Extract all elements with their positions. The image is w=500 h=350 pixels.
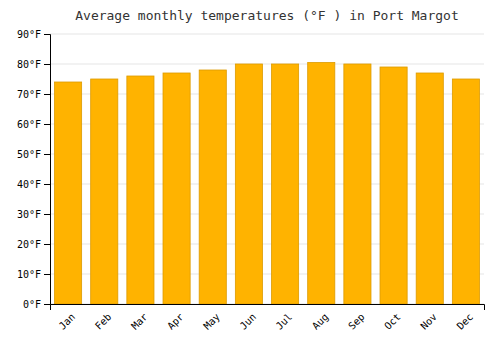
tick-mark bbox=[44, 154, 50, 155]
grid bbox=[50, 34, 484, 304]
tick: 30°F bbox=[17, 209, 50, 220]
tick: 60°F bbox=[17, 119, 50, 130]
tick-label: May bbox=[201, 311, 222, 332]
tick-label: Dec bbox=[455, 311, 476, 332]
tick: Jul bbox=[274, 311, 295, 332]
tick: Feb bbox=[93, 311, 114, 332]
tick: 10°F bbox=[17, 269, 50, 280]
tick-label: 40°F bbox=[17, 179, 41, 190]
tick-label: Nov bbox=[418, 311, 439, 332]
tick-label: 30°F bbox=[17, 209, 41, 220]
tick-mark bbox=[44, 304, 50, 305]
tick: 20°F bbox=[17, 239, 50, 250]
tick-label: 50°F bbox=[17, 149, 41, 160]
tick-mark bbox=[44, 124, 50, 125]
tick-label: Feb bbox=[93, 311, 114, 332]
bar bbox=[272, 64, 299, 304]
tick: Mar bbox=[129, 311, 150, 332]
bar bbox=[55, 82, 82, 304]
title: Average monthly temperatures (°F ) in Po… bbox=[75, 8, 459, 23]
tick: Sep bbox=[346, 311, 367, 332]
tick-label: 70°F bbox=[17, 89, 41, 100]
tick-label: 10°F bbox=[17, 269, 41, 280]
tick-label: 60°F bbox=[17, 119, 41, 130]
plot: 0°F 10°F 20°F 30°F 40°F 50°F 60°F 70°F 80°F 90°F J… bbox=[17, 29, 485, 332]
tick-mark bbox=[44, 34, 50, 35]
tick-label: Mar bbox=[129, 311, 150, 332]
tick: 70°F bbox=[17, 89, 50, 100]
tick-label: Jun bbox=[238, 311, 259, 332]
tick-mark bbox=[44, 184, 50, 185]
tick: 80°F bbox=[17, 59, 50, 70]
tick-label: Sep bbox=[346, 311, 367, 332]
axis-line bbox=[51, 305, 485, 311]
tick: 50°F bbox=[17, 149, 50, 160]
tick-mark bbox=[44, 214, 50, 215]
tick: 90°F bbox=[17, 29, 50, 40]
bar bbox=[91, 79, 118, 304]
grid-line bbox=[50, 64, 484, 65]
tick-label: Jan bbox=[57, 311, 78, 332]
tick-mark bbox=[44, 244, 50, 245]
tick: May bbox=[201, 311, 222, 332]
bar bbox=[308, 63, 335, 305]
bar bbox=[199, 70, 226, 304]
tick-mark bbox=[44, 94, 50, 95]
bar bbox=[235, 64, 262, 304]
tick: 0°F bbox=[23, 299, 50, 310]
tick: Jan bbox=[57, 311, 78, 332]
tick-label: Apr bbox=[165, 311, 186, 332]
tick-label: 90°F bbox=[17, 29, 41, 40]
bar bbox=[127, 76, 154, 304]
axis-line bbox=[44, 35, 51, 305]
tick: Nov bbox=[418, 311, 439, 332]
tick: Dec bbox=[455, 311, 476, 332]
chart: Average monthly temperatures (°F ) in Po… bbox=[0, 0, 500, 350]
grid-line bbox=[50, 34, 484, 35]
tick: Apr bbox=[165, 311, 186, 332]
tick-label: 80°F bbox=[17, 59, 41, 70]
tick: 40°F bbox=[17, 179, 50, 190]
bar bbox=[380, 67, 407, 304]
tick-label: Aug bbox=[310, 311, 331, 332]
tick: Oct bbox=[382, 311, 403, 332]
tick-label: Oct bbox=[382, 311, 403, 332]
bar bbox=[416, 73, 443, 304]
tick-label: 20°F bbox=[17, 239, 41, 250]
bar bbox=[452, 79, 479, 304]
x-axis: Jan Feb Mar Apr May Jun Jul Aug Sep Oct Nov Dec bbox=[51, 305, 485, 332]
tick: Aug bbox=[310, 311, 331, 332]
bars bbox=[55, 63, 480, 305]
bar bbox=[163, 73, 190, 304]
y-axis: 0°F 10°F 20°F 30°F 40°F 50°F 60°F 70°F 80°F 90°F bbox=[17, 29, 51, 310]
tick-mark bbox=[44, 274, 50, 275]
tick: Jun bbox=[238, 311, 259, 332]
tick-label: 0°F bbox=[23, 299, 41, 310]
bar bbox=[344, 64, 371, 304]
tick-mark bbox=[44, 64, 50, 65]
tick-label: Jul bbox=[274, 311, 295, 332]
